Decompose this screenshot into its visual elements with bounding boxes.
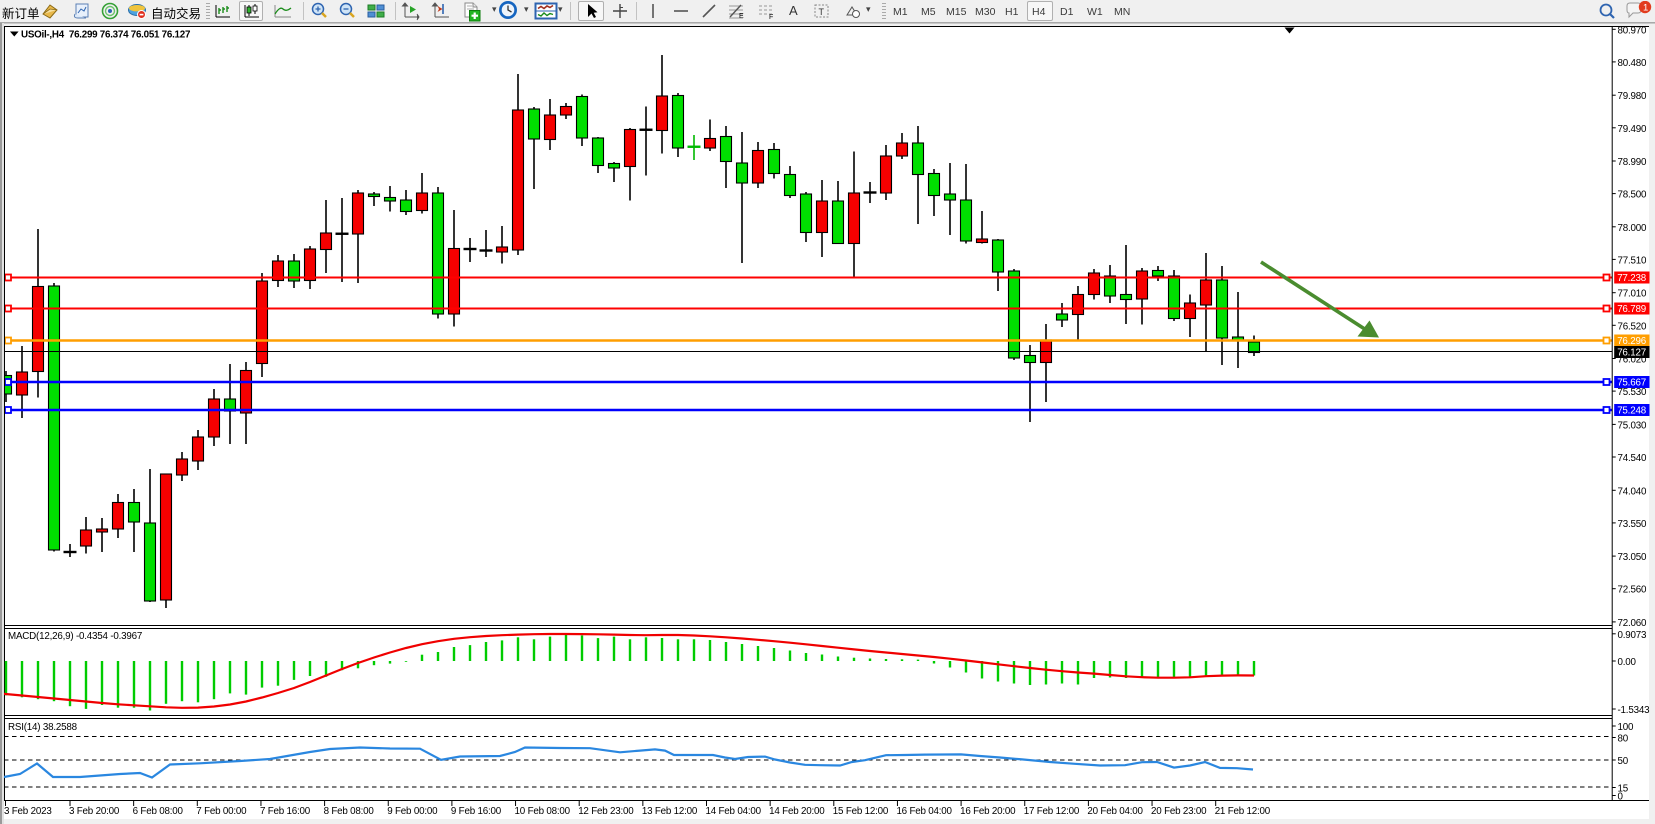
svg-text:F: F — [769, 14, 773, 21]
svg-text:10 Feb 08:00: 10 Feb 08:00 — [515, 806, 571, 817]
svg-text:12 Feb 23:00: 12 Feb 23:00 — [578, 806, 634, 817]
svg-text:72.560: 72.560 — [1618, 585, 1648, 596]
svg-text:77.010: 77.010 — [1618, 289, 1648, 300]
svg-text:80.970: 80.970 — [1618, 25, 1648, 36]
svg-text:77.238: 77.238 — [1617, 273, 1647, 284]
svg-text:75.248: 75.248 — [1617, 406, 1647, 417]
svg-text:16 Feb 04:00: 16 Feb 04:00 — [896, 806, 952, 817]
svg-text:0.9073: 0.9073 — [1618, 630, 1648, 641]
svg-text:6 Feb 08:00: 6 Feb 08:00 — [133, 806, 184, 817]
svg-text:79.980: 79.980 — [1618, 91, 1648, 102]
svg-text:75.667: 75.667 — [1617, 378, 1646, 389]
svg-text:9 Feb 16:00: 9 Feb 16:00 — [451, 806, 502, 817]
svg-text:15: 15 — [1618, 784, 1629, 795]
svg-text:80: 80 — [1618, 734, 1629, 745]
svg-text:16 Feb 20:00: 16 Feb 20:00 — [960, 806, 1016, 817]
svg-text:100: 100 — [1618, 722, 1634, 733]
svg-text:76.296: 76.296 — [1617, 336, 1647, 347]
svg-text:MACD(12,26,9) -0.4354 -0.3967: MACD(12,26,9) -0.4354 -0.3967 — [8, 631, 142, 642]
svg-text:21 Feb 12:00: 21 Feb 12:00 — [1215, 806, 1271, 817]
svg-text:72.060: 72.060 — [1618, 618, 1648, 629]
svg-text:77.510: 77.510 — [1618, 255, 1648, 266]
svg-text:76.520: 76.520 — [1618, 321, 1648, 332]
svg-text:50: 50 — [1618, 756, 1629, 767]
svg-text:3 Feb 20:00: 3 Feb 20:00 — [69, 806, 120, 817]
svg-text:9 Feb 00:00: 9 Feb 00:00 — [387, 806, 438, 817]
svg-text:RSI(14) 38.2588: RSI(14) 38.2588 — [8, 722, 78, 733]
svg-text:14 Feb 20:00: 14 Feb 20:00 — [769, 806, 825, 817]
svg-text:E: E — [739, 13, 744, 20]
svg-text:14 Feb 04:00: 14 Feb 04:00 — [706, 806, 762, 817]
svg-text:80.480: 80.480 — [1618, 58, 1648, 69]
svg-text:20 Feb 23:00: 20 Feb 23:00 — [1151, 806, 1207, 817]
svg-text:-1.5343: -1.5343 — [1618, 705, 1651, 716]
svg-text:3 Feb 2023: 3 Feb 2023 — [4, 806, 52, 817]
svg-text:7 Feb 16:00: 7 Feb 16:00 — [260, 806, 311, 817]
svg-text:20 Feb 04:00: 20 Feb 04:00 — [1087, 806, 1143, 817]
svg-text:8 Feb 08:00: 8 Feb 08:00 — [324, 806, 375, 817]
svg-text:73.050: 73.050 — [1618, 552, 1648, 563]
svg-text:78.000: 78.000 — [1618, 223, 1648, 234]
svg-text:74.540: 74.540 — [1618, 453, 1648, 464]
svg-text:17 Feb 12:00: 17 Feb 12:00 — [1024, 806, 1080, 817]
svg-text:0: 0 — [1618, 792, 1624, 803]
svg-text:76.127: 76.127 — [1617, 348, 1646, 359]
svg-text:13 Feb 12:00: 13 Feb 12:00 — [642, 806, 698, 817]
svg-text:79.490: 79.490 — [1618, 124, 1648, 135]
svg-text:1: 1 — [1643, 3, 1648, 14]
svg-text:7 Feb 00:00: 7 Feb 00:00 — [196, 806, 247, 817]
svg-text:76.020: 76.020 — [1618, 355, 1648, 366]
svg-text:15 Feb 12:00: 15 Feb 12:00 — [833, 806, 889, 817]
svg-text:0.00: 0.00 — [1618, 657, 1637, 668]
svg-text:78.500: 78.500 — [1618, 190, 1648, 201]
svg-text:76.789: 76.789 — [1617, 304, 1646, 315]
svg-text:USOil-,H4 76.299 76.374 76.05: USOil-,H4 76.299 76.374 76.051 76.127 — [21, 30, 191, 41]
svg-text:75.030: 75.030 — [1618, 420, 1648, 431]
svg-text:78.990: 78.990 — [1618, 157, 1648, 168]
svg-text:T: T — [819, 7, 825, 17]
svg-text:73.550: 73.550 — [1618, 519, 1648, 530]
svg-text:74.040: 74.040 — [1618, 486, 1648, 497]
svg-text:75.530: 75.530 — [1618, 387, 1648, 398]
